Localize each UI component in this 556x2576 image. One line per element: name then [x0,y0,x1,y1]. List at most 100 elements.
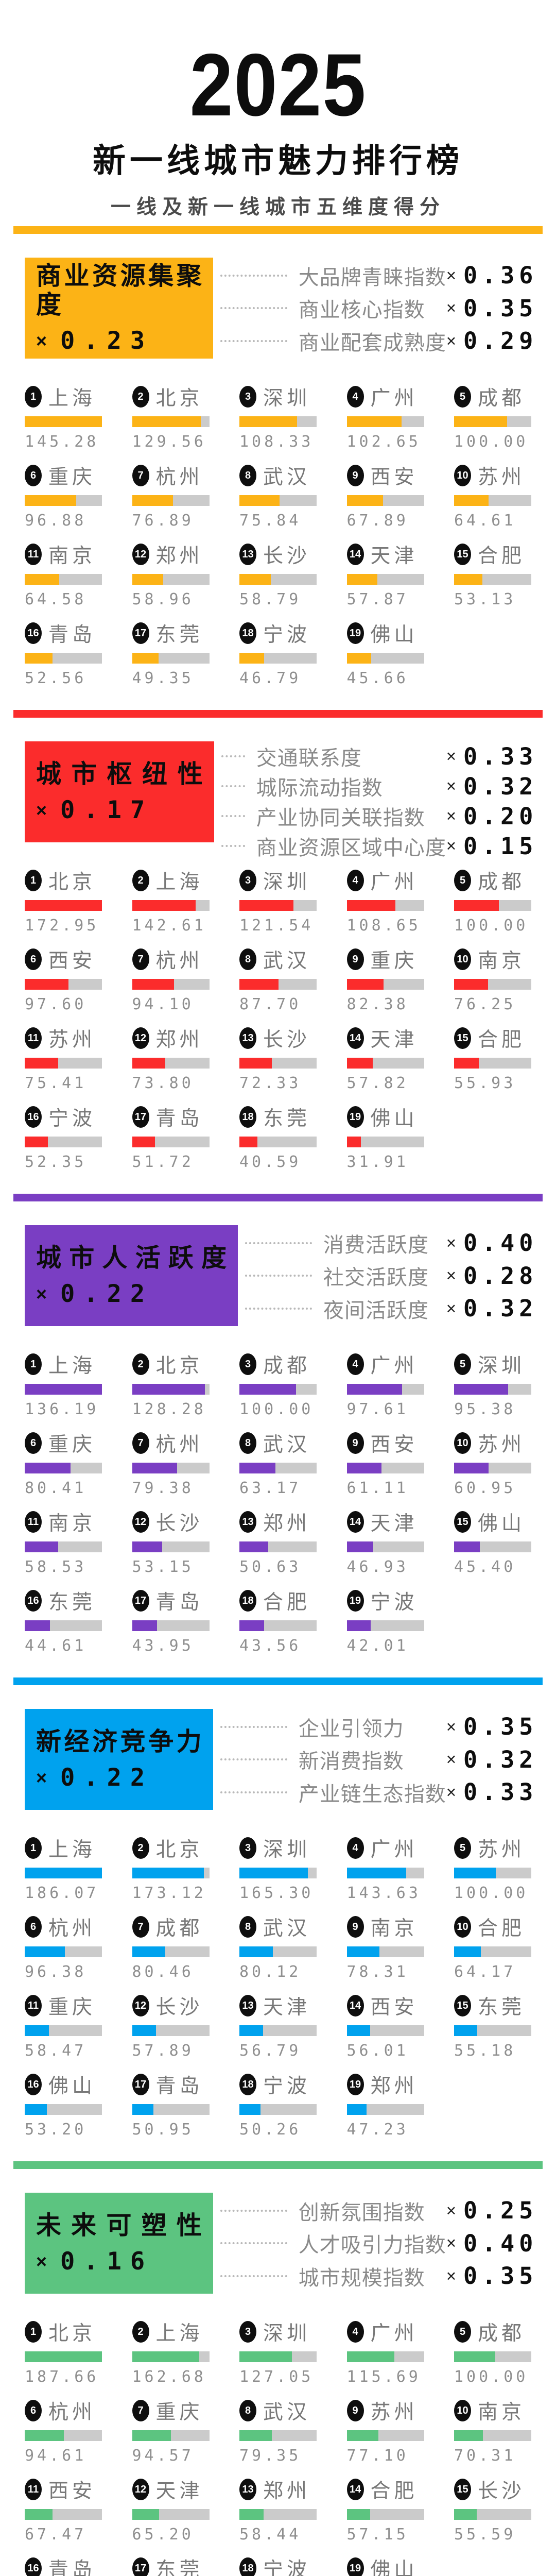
city-row: 14 合肥 [346,2478,424,2502]
city-row: 4 广州 [346,1837,424,1861]
city-name: 佛山 [370,624,418,647]
multiply-sign: × [446,747,456,766]
city-cell: 16 东莞 44.61 [25,1589,102,1655]
section-head: 商业资源集聚度 × 0.23 大品牌青睐指数 × 0.36 商业核心指数 × 0.35 商业… [25,258,533,359]
city-row: 10 合肥 [454,1916,531,1940]
rank-badge: 8 [239,2400,256,2422]
dimension-weight: 0.23 [60,327,154,355]
city-cell: 13 长沙 58.79 [239,543,317,608]
city-name: 西安 [48,2480,96,2503]
city-name: 武汉 [263,2401,311,2424]
rank-badge: 19 [346,1106,364,1128]
city-score: 40.59 [239,1153,302,1172]
city-row: 16 青岛 [25,2557,102,2576]
score-bar [239,1541,317,1553]
rank-badge: 5 [454,1353,471,1376]
score-bar-fill [239,1137,258,1148]
city-score: 80.46 [132,1963,194,1981]
city-cell: 5 苏州 100.00 [454,1837,531,1902]
score-bar-fill [346,2104,367,2115]
city-cell: 11 西安 67.47 [25,2478,102,2544]
city-name: 西安 [370,466,418,489]
city-name: 天津 [370,1513,418,1535]
city-score: 165.30 [239,1884,314,1903]
score-bar [25,1868,102,1879]
sub-index-label: 商业资源区域中心度 [256,837,446,860]
city-cell: 8 武汉 87.70 [239,948,317,1013]
score-bar-fill [132,1384,205,1395]
city-score: 79.35 [239,2447,302,2465]
city-score: 43.56 [239,1637,302,1655]
city-name: 郑州 [370,2075,418,2098]
score-bar [239,2430,317,2442]
city-cell: 8 武汉 63.17 [239,1432,317,1497]
sub-index-label: 商业配套成熟度 [298,331,446,354]
rank-badge: 17 [132,1590,149,1612]
score-bar [132,653,210,664]
sub-index-label: 交通联系度 [256,747,362,770]
score-bar-fill [132,2509,159,2520]
city-row: 11 重庆 [25,1994,102,2019]
city-cell: 17东莞51.62 [132,2557,210,2576]
rank-badge: 11 [25,1511,42,1533]
score-bar-fill [132,495,173,506]
score-bar [239,2104,317,2115]
dimension-weight-row: × 0.22 [36,1280,227,1308]
city-name: 苏州 [48,1029,96,1052]
city-name: 佛山 [370,2559,418,2576]
city-score: 43.95 [132,1637,194,1655]
city-name: 广州 [370,2323,418,2345]
score-bar [132,1541,210,1553]
city-name: 深圳 [263,2323,311,2345]
score-bar-fill [25,653,53,664]
city-name: 宁波 [370,1591,418,1614]
score-bar-fill [454,2025,477,2037]
city-cell: 3 深圳 127.05 [239,2320,317,2386]
city-name: 上海 [155,2323,203,2345]
rank-badge: 8 [239,1916,256,1938]
score-bar-fill [454,1463,489,1474]
city-score: 52.56 [25,669,87,688]
score-bar-fill [346,2351,394,2363]
sub-index-row: 夜间活跃度 × 0.32 [245,1294,533,1324]
sub-index-row: 创新氛围指数 × 0.25 [220,2196,533,2226]
sub-index-label: 城际流动指数 [256,777,383,800]
city-row: 2 北京 [132,1353,210,1377]
city-cell: 12 长沙 57.89 [132,1994,210,2060]
score-bar-fill [454,1384,508,1395]
score-bar-fill [25,1058,59,1069]
city-name: 杭州 [155,950,203,973]
city-name: 长沙 [263,545,311,568]
score-bar [132,2351,210,2363]
section-divider [13,1194,543,1202]
rank-badge: 4 [346,870,364,892]
dimension-title: 商业资源集聚度 [36,262,202,319]
year-title: 2025 [189,36,367,134]
city-cell: 14 合肥 57.15 [346,2478,424,2544]
city-name: 青岛 [155,2075,203,2098]
score-bar [25,2509,102,2520]
city-name: 广州 [370,1839,418,1861]
sub-index-row: 产业链生态指数 × 0.33 [220,1777,533,1807]
dimension-weight-row: × 0.22 [36,1764,202,1792]
rank-badge: 13 [239,1995,256,2017]
city-row: 5 苏州 [454,1837,531,1861]
city-name: 重庆 [48,1996,96,2019]
city-name: 宁波 [263,624,311,647]
score-bar-fill [25,2430,64,2442]
city-cell: 2 上海 142.61 [132,869,210,935]
city-name: 郑州 [155,1029,203,1052]
score-bar [346,2430,424,2442]
rank-badge: 6 [25,2400,42,2422]
score-bar-fill [132,1620,157,1632]
city-score: 64.17 [454,1963,516,1981]
city-grid: 1 上海 145.28 2 北京 129.56 3 深圳 108.33 4 广州 102.65 5 成都 1… [25,385,531,687]
multiply-sign: × [446,806,456,826]
city-score: 136.19 [25,1400,99,1419]
city-score: 73.80 [132,1074,194,1093]
city-row: 15 东莞 [454,1994,531,2019]
dimension-title: 未来可塑性 [36,2211,202,2240]
city-score: 82.38 [346,995,409,1014]
sub-index-row: 交通联系度 × 0.33 [221,741,533,771]
